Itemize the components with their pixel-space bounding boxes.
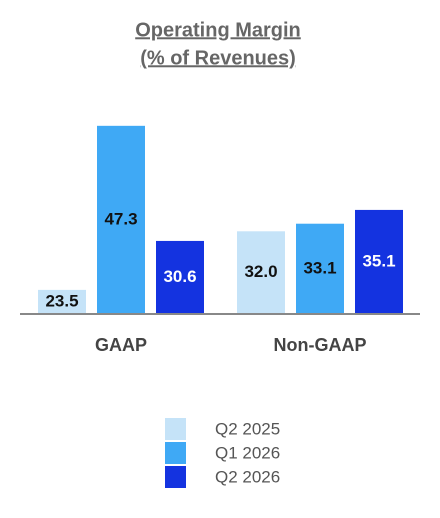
bar: [38, 289, 86, 314]
value-label: 32.0: [244, 262, 277, 281]
value-label: 47.3: [104, 209, 137, 228]
legend-swatch: [165, 466, 186, 488]
bar: [237, 231, 285, 314]
legend-swatch: [165, 418, 186, 440]
bar: [296, 223, 344, 314]
value-label: 33.1: [303, 258, 336, 277]
value-label: 30.6: [163, 267, 196, 286]
x-tick-label: Non-GAAP: [274, 335, 367, 355]
value-label: 23.5: [45, 291, 78, 310]
bar: [97, 125, 145, 314]
x-tick-label: GAAP: [95, 335, 147, 355]
legend-swatch: [165, 442, 186, 464]
bar: [156, 240, 204, 314]
legend-label: Q1 2026: [215, 443, 280, 462]
value-label: 35.1: [362, 251, 395, 270]
chart-title: Operating Margin: [135, 19, 301, 41]
legend-label: Q2 2025: [215, 419, 280, 438]
bar: [355, 209, 403, 314]
legend-label: Q2 2026: [215, 467, 280, 486]
chart-subtitle: (% of Revenues): [140, 47, 296, 69]
